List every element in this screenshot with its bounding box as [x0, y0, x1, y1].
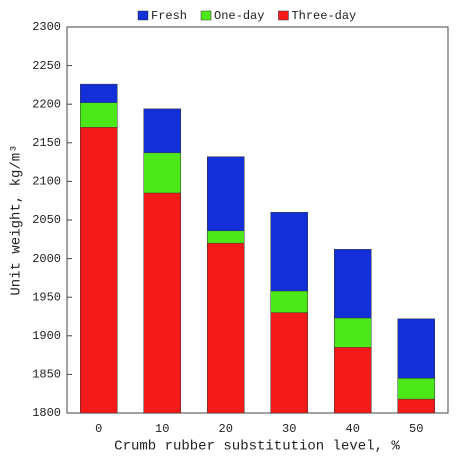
y-axis-title: Unit weight, kg/m³ [9, 144, 25, 295]
y-tick-label: 2150 [32, 136, 61, 150]
legend-label: Three-day [291, 9, 356, 23]
y-tick-label: 2000 [32, 252, 61, 266]
x-tick-label: 20 [219, 422, 233, 436]
legend-swatch [278, 10, 289, 21]
x-axis-title: Crumb rubber substitution level, % [114, 439, 400, 455]
x-tick-label: 0 [95, 422, 102, 436]
y-tick-label: 2250 [32, 59, 61, 73]
plot-frame [66, 26, 449, 414]
y-tick-label: 1800 [32, 406, 61, 420]
x-tick-label: 40 [346, 422, 360, 436]
y-tick-label: 1900 [32, 329, 61, 343]
y-tick-label: 1850 [32, 368, 61, 382]
y-tick-label: 2300 [32, 20, 61, 34]
y-tick-label: 2100 [32, 175, 61, 189]
y-tick-label: 2200 [32, 97, 61, 111]
bar [270, 312, 308, 414]
x-tick-label: 30 [282, 422, 296, 436]
y-tick-label: 2050 [32, 213, 61, 227]
bar [207, 242, 245, 414]
bar [334, 347, 372, 414]
legend-swatch [137, 10, 149, 21]
x-tick-label: 50 [409, 422, 423, 436]
bar [80, 127, 118, 414]
legend-label: One-day [214, 9, 264, 23]
y-tick-label: 1950 [32, 290, 61, 304]
bar [397, 398, 435, 414]
x-tick-label: 10 [155, 422, 169, 436]
legend-label: Fresh [151, 9, 187, 23]
bar [143, 192, 181, 414]
legend-swatch [200, 10, 212, 21]
